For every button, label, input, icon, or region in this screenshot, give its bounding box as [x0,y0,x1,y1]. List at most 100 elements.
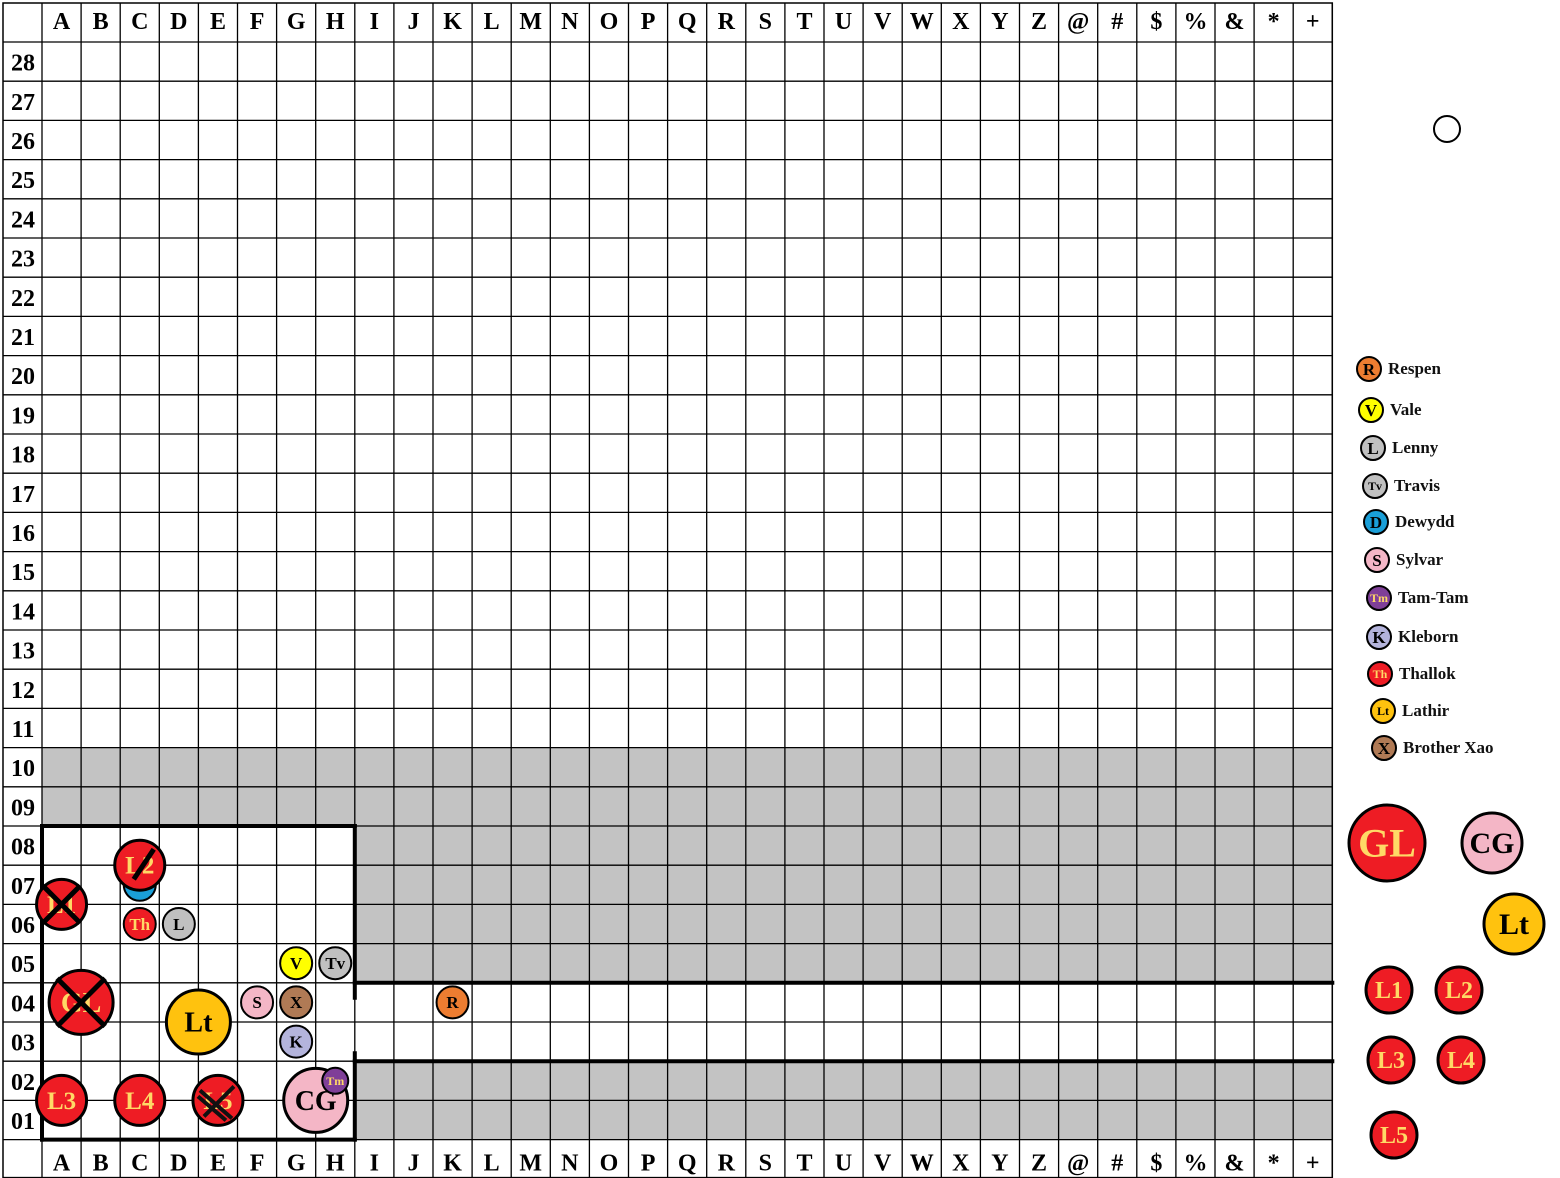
reserve-token-l3[interactable]: L3 [1366,1035,1416,1085]
reserve-token-l5-label: L5 [1380,1123,1408,1149]
token-travis[interactable]: Tv [318,946,353,981]
reserve-token-l3-label: L3 [1377,1048,1405,1074]
column-label-bottom: H [326,1151,345,1177]
token-respen[interactable]: R [435,985,470,1020]
token-brother-xao[interactable]: X [279,985,314,1020]
column-label-top: R [718,9,736,35]
legend-label: Vale [1390,400,1422,419]
token-l3[interactable]: L3 [35,1073,89,1127]
legend-token-icon: R [1356,356,1382,382]
column-label-bottom: P [641,1151,656,1177]
legend-item-travis: Tv Travis [1362,471,1440,501]
token-lenny[interactable]: L [161,907,196,941]
legend-token-icon: Tv [1362,473,1388,499]
column-label-top: D [170,9,187,35]
legend-label: Thallok [1399,664,1456,683]
token-l2[interactable]: L2 [113,838,167,892]
reserve-token-l5-disc [1369,1110,1419,1160]
legend-label: Lenny [1392,438,1439,457]
token-vale[interactable]: V [279,946,314,981]
column-label-top: X [952,9,970,35]
column-label-top: M [519,9,542,35]
column-label-top: T [796,9,812,35]
reserve-token-lt[interactable]: Lt [1482,892,1546,956]
row-label: 10 [11,756,35,782]
column-label-top: J [407,9,419,35]
row-label: 02 [11,1070,35,1096]
legend-label: Brother Xao [1403,738,1494,757]
column-label-top: G [287,9,306,35]
legend-item-kleborn: K Kleborn [1366,622,1458,652]
token-lenny-disc [161,907,196,941]
row-label: 04 [11,991,35,1017]
reserve-token-cg-label: CG [1470,827,1515,860]
reserve-token-cg-disc [1460,811,1524,875]
token-kleborn-label: K [290,1032,304,1051]
token-l4[interactable]: L4 [113,1073,167,1127]
legend-token-icon: V [1358,397,1384,423]
column-label-top: O [600,9,619,35]
reserve-token-l2[interactable]: L2 [1434,965,1484,1015]
column-label-bottom: F [250,1151,265,1177]
token-sylvar-label: S [252,993,261,1012]
row-label: 20 [11,364,35,390]
token-thallok[interactable]: Th [122,907,157,941]
column-label-bottom: V [874,1151,892,1177]
shaded-row-10 [42,747,1333,787]
row-label: 12 [11,678,35,704]
row-label: 11 [12,717,35,743]
column-label-top: I [370,9,379,35]
token-lt[interactable]: Lt [164,988,232,1056]
column-label-bottom: D [170,1151,187,1177]
column-label-bottom: * [1268,1151,1280,1177]
row-label: 24 [11,207,35,233]
reserve-token-l4[interactable]: L4 [1436,1035,1486,1085]
column-label-top: P [641,9,656,35]
token-l3-disc [35,1073,89,1127]
legend-label: Travis [1394,476,1440,495]
legend-token-icon: S [1364,547,1390,573]
column-label-top: V [874,9,892,35]
row-label: 06 [11,913,35,939]
column-label-bottom: C [131,1151,148,1177]
row-label: 22 [11,286,35,312]
token-respen-label: R [446,993,459,1012]
token-tam-tam-label: Tm [326,1074,344,1088]
token-kleborn[interactable]: K [279,1024,314,1059]
reserve-token-gl-disc [1347,803,1427,883]
column-label-top: @ [1067,9,1089,35]
legend-label: Tam-Tam [1398,588,1469,607]
row-label: 28 [11,51,35,77]
column-label-top: N [561,9,579,35]
empty-marker-icon[interactable] [1433,115,1461,143]
legend-item-dewydd: D Dewydd [1363,507,1455,537]
reserve-token-l1[interactable]: L1 [1364,965,1414,1015]
row-label: 03 [11,1031,35,1057]
row-label: 26 [11,129,35,155]
token-lenny-label: L [173,915,184,934]
column-label-top: % [1183,9,1207,35]
column-label-bottom: Q [678,1151,697,1177]
reserve-token-l1-disc [1364,965,1414,1015]
token-l1[interactable]: L1 [35,877,89,931]
column-label-bottom: % [1183,1151,1207,1177]
token-l5[interactable]: L5 [191,1073,245,1127]
token-gl[interactable]: GL [47,968,115,1036]
token-lt-disc [164,988,232,1056]
defeated-scribble-icon [196,1084,236,1122]
legend-item-brother-xao: X Brother Xao [1371,733,1494,763]
reserve-token-cg[interactable]: CG [1460,811,1524,875]
defeated-cross-icon [55,976,107,1029]
grid-labels: AABBCCDDEEFFGGHHIIJJKKLLMMNNOOPPQQRRSSTT… [11,9,1320,1177]
column-label-top: W [910,9,934,35]
reserve-token-gl[interactable]: GL [1347,803,1427,883]
column-label-bottom: T [796,1151,812,1177]
token-sylvar[interactable]: S [240,985,275,1020]
row-label: 09 [11,795,35,821]
token-thallok-disc [122,907,157,941]
token-tam-tam[interactable]: Tm [321,1066,350,1095]
column-label-top: & [1225,9,1245,35]
legend-item-tam-tam: Tm Tam-Tam [1366,583,1469,613]
reserve-token-lt-label: Lt [1499,908,1529,941]
reserve-token-l5[interactable]: L5 [1369,1110,1419,1160]
